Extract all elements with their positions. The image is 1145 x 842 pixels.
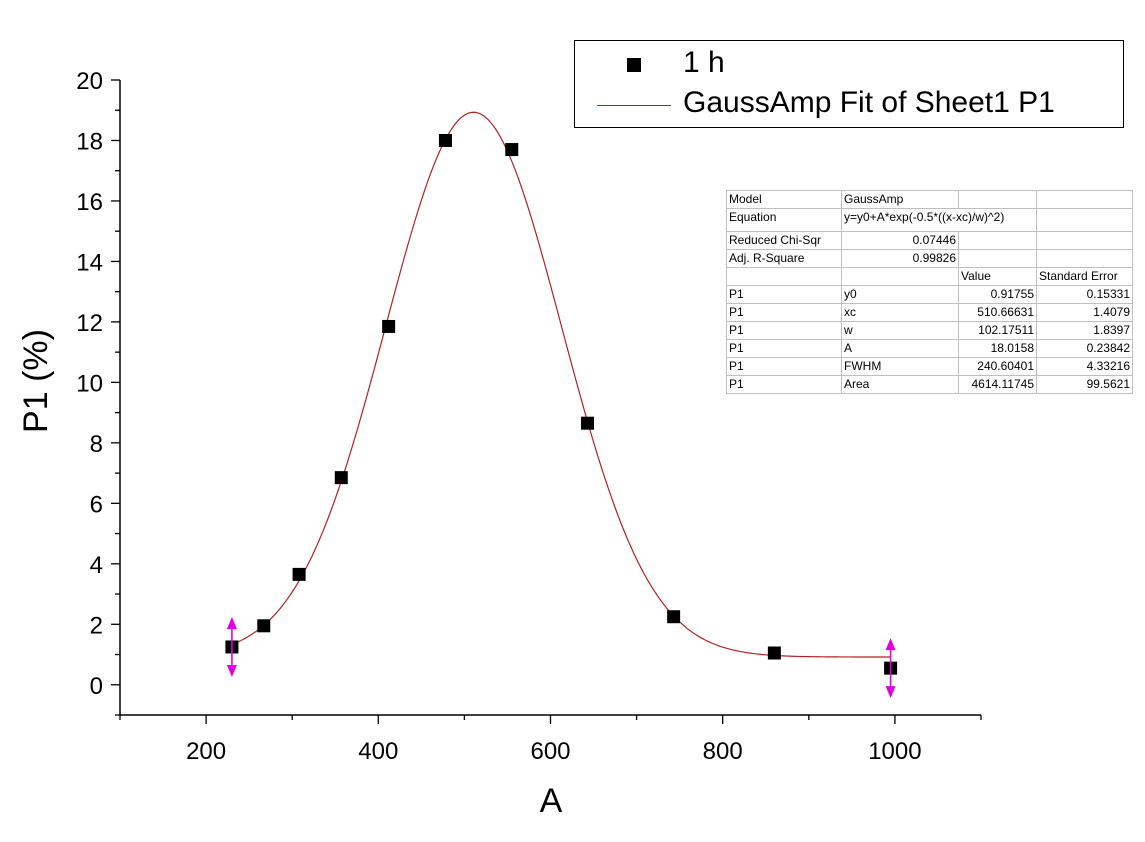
y-tick-label: 12	[76, 310, 103, 337]
param-error: 99.5621	[1036, 375, 1133, 394]
table-cell-empty	[1036, 190, 1133, 209]
table-row: P1 w 102.17511 1.8397	[726, 321, 1133, 340]
table-row: P1 A 18.0158 0.23842	[726, 339, 1133, 358]
y-tick-label: 16	[76, 189, 103, 216]
table-cell-empty	[958, 231, 1037, 250]
param-group: P1	[726, 375, 842, 394]
table-cell-empty	[841, 267, 959, 286]
arrow-up-icon	[885, 638, 896, 651]
param-error: 1.4079	[1036, 303, 1133, 322]
param-error: 0.23842	[1036, 339, 1133, 358]
data-points	[225, 133, 898, 675]
arrow-up-icon	[226, 616, 237, 629]
legend-line-icon	[597, 105, 671, 106]
table-row: P1 FWHM 240.60401 4.33216	[726, 357, 1133, 376]
param-value: 18.0158	[958, 339, 1037, 358]
data-point	[438, 133, 452, 147]
table-cell-r2-label: Adj. R-Square	[726, 249, 842, 268]
legend-item-fit: GaussAmp Fit of Sheet1 P1	[575, 85, 1123, 125]
param-value: 4614.11745	[958, 375, 1037, 394]
table-cell-empty	[726, 267, 842, 286]
y-tick-label: 0	[90, 673, 103, 700]
legend-square-marker-icon	[627, 58, 641, 72]
x-tick-label: 600	[530, 738, 570, 765]
x-tick-label: 200	[186, 738, 226, 765]
param-group: P1	[726, 357, 842, 376]
legend: 1 h GaussAmp Fit of Sheet1 P1	[574, 40, 1124, 128]
param-name: FWHM	[841, 357, 959, 376]
table-cell-r2-value: 0.99826	[841, 249, 959, 268]
table-cell-model-label: Model	[726, 190, 842, 209]
y-tick-label: 14	[76, 249, 103, 276]
data-point	[767, 646, 781, 660]
table-cell-equation-value: y=y0+A*exp(-0.5*((x-xc)/w)^2)	[841, 208, 1037, 232]
arrow-down-icon	[885, 686, 896, 699]
param-name: A	[841, 339, 959, 358]
param-name: w	[841, 321, 959, 340]
param-error: 1.8397	[1036, 321, 1133, 340]
table-cell-equation-label: Equation	[726, 208, 842, 232]
y-axis-label: P1 (%)	[17, 329, 55, 433]
param-group: P1	[726, 339, 842, 358]
table-header-error: Standard Error	[1036, 267, 1133, 286]
param-error: 4.33216	[1036, 357, 1133, 376]
param-value: 0.91755	[958, 285, 1037, 304]
table-cell-model-value: GaussAmp	[841, 190, 959, 209]
legend-item-scatter: 1 h	[575, 44, 1123, 84]
table-cell-empty	[958, 190, 1037, 209]
y-tick-label: 18	[76, 128, 103, 155]
data-point	[505, 143, 519, 157]
table-cell-empty	[1036, 231, 1133, 250]
param-group: P1	[726, 321, 842, 340]
table-row: P1 Area 4614.11745 99.5621	[726, 375, 1133, 394]
data-point	[667, 610, 681, 624]
y-tick-label: 20	[76, 68, 103, 95]
table-row: P1 y0 0.91755 0.15331	[726, 285, 1133, 304]
table-header-value: Value	[958, 267, 1037, 286]
fit-results-table: Model GaussAmp Equation y=y0+A*exp(-0.5*…	[726, 190, 1133, 394]
param-group: P1	[726, 285, 842, 304]
table-cell-chisq-label: Reduced Chi-Sqr	[726, 231, 842, 250]
table-row: P1 xc 510.66631 1.4079	[726, 303, 1133, 322]
x-tick-label: 1000	[868, 738, 921, 765]
param-value: 102.17511	[958, 321, 1037, 340]
arrow-down-icon	[226, 664, 237, 677]
table-cell-empty	[1036, 208, 1133, 232]
param-name: xc	[841, 303, 959, 322]
y-tick-label: 6	[90, 491, 103, 518]
data-point	[292, 567, 306, 581]
range-handle-icon	[885, 638, 896, 699]
data-point	[257, 619, 271, 633]
y-tick-label: 4	[90, 552, 103, 579]
axes: 200 400 600 800 1000 0 2 4 6 8 10 12 14 16 18 20	[76, 68, 982, 765]
y-tick-label: 10	[76, 370, 103, 397]
x-tick-label: 400	[358, 738, 398, 765]
data-point	[581, 416, 595, 430]
param-value: 510.66631	[958, 303, 1037, 322]
data-point	[382, 319, 396, 333]
range-handle-icon	[226, 616, 237, 677]
table-cell-chisq-value: 0.07446	[841, 231, 959, 250]
range-handles	[226, 616, 896, 699]
param-group: P1	[726, 303, 842, 322]
legend-label-fit: GaussAmp Fit of Sheet1 P1	[683, 86, 1055, 119]
table-cell-empty	[958, 249, 1037, 268]
param-name: y0	[841, 285, 959, 304]
y-tick-label: 8	[90, 431, 103, 458]
param-error: 0.15331	[1036, 285, 1133, 304]
x-tick-label: 800	[703, 738, 743, 765]
legend-label-scatter: 1 h	[683, 46, 725, 79]
table-cell-empty	[1036, 249, 1133, 268]
param-value: 240.60401	[958, 357, 1037, 376]
param-name: Area	[841, 375, 959, 394]
data-point	[334, 471, 348, 485]
y-tick-label: 2	[90, 612, 103, 639]
x-axis-label: A	[540, 782, 563, 820]
